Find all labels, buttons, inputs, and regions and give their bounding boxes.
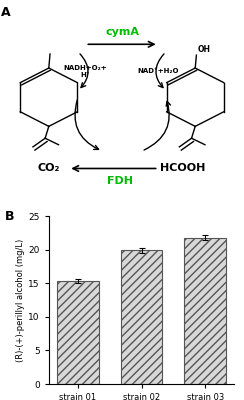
Text: NADH+O₂+
H⁺: NADH+O₂+ H⁺ — [64, 65, 107, 78]
Text: FDH: FDH — [107, 176, 132, 186]
Text: OH: OH — [197, 45, 210, 54]
Bar — [57, 281, 99, 384]
Text: HCOOH: HCOOH — [160, 164, 206, 174]
Bar — [121, 250, 162, 384]
Y-axis label: (R)-(+)-perillyl alcohol (mg/L): (R)-(+)-perillyl alcohol (mg/L) — [17, 238, 25, 362]
Text: CO₂: CO₂ — [38, 164, 60, 174]
Text: A: A — [1, 6, 11, 20]
Text: B: B — [5, 210, 14, 223]
Bar — [184, 238, 226, 384]
Text: NAD⁺+H₂O: NAD⁺+H₂O — [138, 68, 179, 74]
Text: cymA: cymA — [105, 27, 139, 37]
